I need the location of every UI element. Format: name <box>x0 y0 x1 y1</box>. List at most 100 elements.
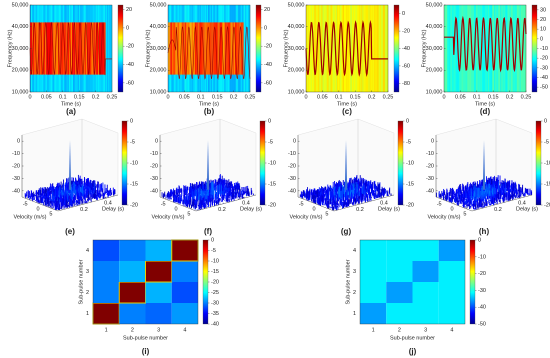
spectrogram-band <box>104 22 106 75</box>
spectrogram-texture <box>463 5 465 92</box>
colorbar-tick-label: -60 <box>402 63 410 69</box>
colorbar-tick-label: -20 <box>268 202 276 208</box>
heatmap-cell <box>119 261 146 282</box>
spectrogram-texture <box>371 5 373 92</box>
spectrogram-texture <box>245 5 248 92</box>
colorbar-tick-label: -15 <box>211 269 219 275</box>
spectrogram-texture <box>317 5 319 92</box>
spectrogram-texture <box>106 5 109 92</box>
x-axis-label: Velocity (m/s) <box>427 214 460 220</box>
z-tick-label: 0 <box>155 139 158 145</box>
y-tick-label: 50,000 <box>150 2 167 8</box>
x-tick-label: 3 <box>157 327 160 333</box>
spectrogram-band <box>236 22 239 75</box>
x-tick-label: 0 <box>174 206 177 212</box>
spectrogram-texture <box>361 5 363 92</box>
spectrogram-band <box>230 22 232 75</box>
spectrogram-texture <box>348 5 350 92</box>
colorbar <box>117 4 124 93</box>
spectrogram-texture <box>333 5 335 92</box>
y-tick-label: 50,000 <box>12 2 29 8</box>
spectrogram-band <box>229 22 231 75</box>
spectrogram-texture <box>459 5 461 92</box>
heatmap-cell <box>92 302 120 325</box>
colorbar-tick-label: -10 <box>130 160 138 166</box>
spectrogram-band <box>204 22 206 75</box>
y-axis <box>471 194 533 212</box>
spectrogram-band <box>31 22 33 75</box>
x-tick-label: 0.1 <box>59 94 67 100</box>
spectrogram-texture <box>363 5 365 92</box>
z-tick-label: -30 <box>150 176 158 182</box>
x-tick-label: 1 <box>105 327 108 333</box>
x-tick-label: 0.15 <box>212 94 223 100</box>
peak <box>482 140 486 190</box>
spectrogram-texture <box>336 5 338 92</box>
heatmap-cell <box>386 303 413 324</box>
spectrogram-texture <box>522 5 525 92</box>
z-tick-label: -40 <box>426 188 434 194</box>
spectrogram-band <box>102 22 104 75</box>
colorbar-tick-label: 0 <box>130 118 133 124</box>
spectrogram-texture <box>354 5 356 92</box>
colorbar-tick-label: -15 <box>268 181 276 187</box>
colorbar-tick-label: -50 <box>478 321 486 327</box>
spectrogram-texture <box>523 5 526 92</box>
spectrogram-texture <box>315 5 317 92</box>
colorbar-tick-label: -20 <box>211 279 219 285</box>
x-tick-label: 0 <box>442 94 445 100</box>
spectrogram-band <box>61 22 63 75</box>
y-tick-label: 20,000 <box>150 68 167 74</box>
colorbar-tick-label: 10 <box>540 27 546 33</box>
spectrogram-band <box>173 22 175 75</box>
spectrogram-band <box>171 22 173 75</box>
colorbar-tick-label: -25 <box>211 290 219 296</box>
x-tick-label: 0.1 <box>473 94 481 100</box>
spectrogram-band <box>79 22 81 75</box>
spectrogram-band <box>205 22 207 75</box>
x-tick-label: -5 <box>23 201 28 207</box>
panel-label: (e) <box>65 227 75 236</box>
colorbar-tick-label: -40 <box>402 46 410 52</box>
x-tick-label: 0.25 <box>245 94 256 100</box>
panel-label: (j) <box>409 347 417 356</box>
spectrogram-texture <box>511 5 513 92</box>
x-axis-label: Time (s) <box>337 101 357 107</box>
y-tick-label: 30,000 <box>12 46 29 52</box>
spectrogram-texture <box>312 5 314 92</box>
spectrogram-texture <box>499 5 501 92</box>
spectrogram-band <box>190 22 192 75</box>
colorbar-tick-label: -40 <box>126 62 134 68</box>
spectrogram-band <box>217 22 219 75</box>
spectrogram-texture <box>493 5 495 92</box>
spectrogram-band <box>48 22 50 75</box>
colorbar-tick-label: -40 <box>540 75 548 81</box>
spectrogram-band <box>94 22 96 75</box>
spectrogram-texture <box>108 5 111 92</box>
z-tick-label: -10 <box>426 151 434 157</box>
spectrogram-band <box>199 22 201 75</box>
heatmap-cell <box>145 260 173 283</box>
spectrogram-band <box>214 22 216 75</box>
spectrogram-band <box>50 22 52 75</box>
spectrogram-texture <box>456 5 458 92</box>
spectrogram-band <box>216 22 218 75</box>
spectrogram-band <box>82 22 85 75</box>
spectrogram-texture <box>319 5 321 92</box>
heatmap-cell <box>145 240 172 261</box>
spectrogram-band <box>87 22 89 75</box>
z-tick-label: -30 <box>12 176 20 182</box>
spectrogram-band <box>98 22 101 75</box>
colorbar-tick-label: -20 <box>544 202 550 208</box>
y-tick-label: 1 <box>86 311 89 317</box>
colorbar-tick-label: -10 <box>544 160 550 166</box>
spectrogram-texture <box>483 5 486 92</box>
spectrogram-texture <box>380 5 383 92</box>
colorbar-tick-label: 20 <box>540 17 546 23</box>
spectrogram-texture <box>325 5 327 92</box>
spectrogram-texture <box>369 5 371 92</box>
spectrogram-texture <box>500 5 502 92</box>
spectrogram-band <box>191 22 193 75</box>
spectrogram-texture <box>524 5 527 92</box>
spectrogram-texture <box>243 5 246 92</box>
